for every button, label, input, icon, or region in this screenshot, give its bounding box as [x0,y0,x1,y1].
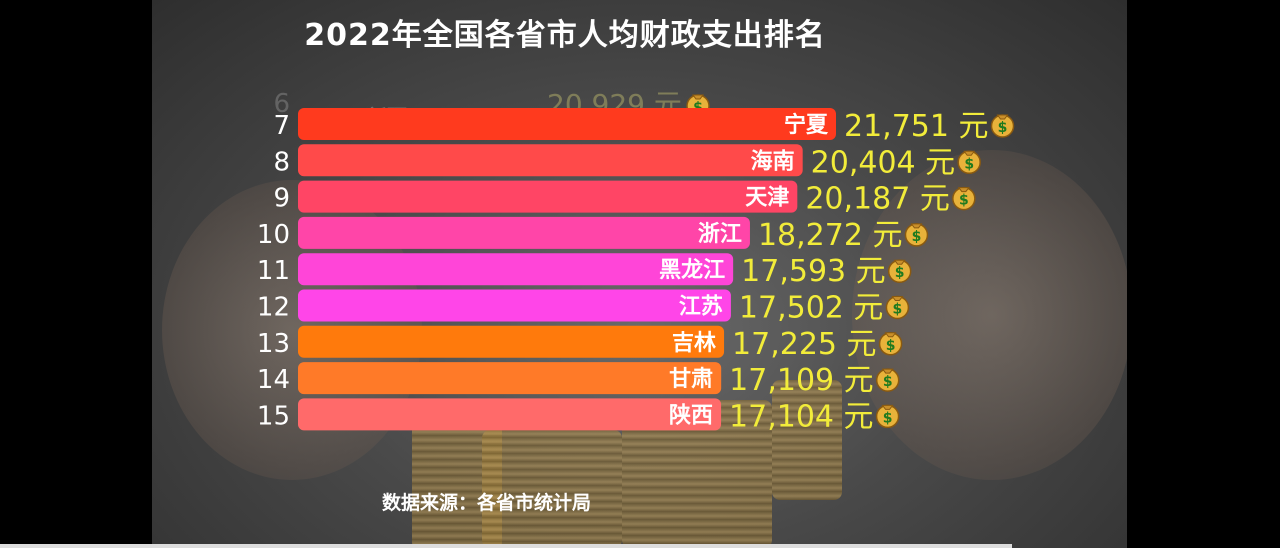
svg-text:$: $ [893,302,903,318]
bar-name-label: 宁夏 [784,112,829,138]
svg-text:$: $ [964,156,974,172]
rank-number: 15 [257,401,290,431]
bar-name-label: 江苏 [679,294,723,320]
rank-number: 8 [273,147,290,177]
money-bag-icon: $ [887,259,912,283]
svg-text:$: $ [998,120,1008,136]
bar-value-label: 17,104 元 [729,399,874,434]
bar-value-label: 17,225 元 [732,327,877,362]
bar-name-label: 陕西 [669,403,713,428]
bar-name-label: 黑龙江 [659,258,725,283]
bar-value-label: 17,502 元 [739,291,884,326]
rank-number: 13 [257,329,290,359]
svg-text:$: $ [883,410,893,426]
money-bag-icon: $ [904,223,929,247]
bar [298,144,803,177]
rank-number: 11 [257,256,290,286]
bar-value-label: 20,187 元 [805,182,950,217]
bar-name-label: 吉林 [672,330,716,356]
rank-number: 12 [257,293,290,323]
rank-number: 14 [257,365,290,395]
svg-text:$: $ [883,374,893,390]
bar [298,253,734,286]
rank-number: 10 [257,220,290,250]
money-bag-icon: $ [875,368,900,392]
bar [298,216,750,249]
bar [298,398,722,431]
money-bag-icon: $ [878,332,903,356]
bar [298,289,731,322]
money-bag-icon: $ [875,404,900,429]
svg-text:$: $ [895,265,905,281]
rank-number: 6 [273,89,290,119]
bar-name-label: 浙江 [698,222,742,247]
svg-text:$: $ [886,338,896,354]
bar-value-label: 21,751 元 [844,109,989,144]
money-bag-icon: $ [885,295,910,320]
progress-line [0,544,1012,548]
bar-value-label: 17,109 元 [729,363,874,398]
chart-title: 2022年全国各省市人均财政支出排名 [304,18,826,53]
money-bag-icon: $ [957,150,981,175]
bar-value-label: 17,593 元 [741,254,886,289]
data-source-note: 数据来源：各省市统计局 [382,492,592,514]
bar-value-label: 20,404 元 [811,145,956,180]
bar [298,180,798,213]
coin-stack-image [482,430,622,548]
money-bag-icon: $ [990,114,1015,138]
svg-text:$: $ [912,229,922,245]
bar-name-label: 甘肃 [669,366,713,392]
bar-name-label: 海南 [751,148,795,174]
bar-name-label: 天津 [745,185,789,211]
bar [298,108,836,140]
svg-text:$: $ [959,193,969,209]
money-bag-icon: $ [952,186,976,211]
rank-number: 9 [273,184,290,214]
rank-number: 7 [273,111,290,141]
coin-stack-image [772,380,842,500]
bar-value-label: 18,272 元 [758,218,903,253]
bar [298,362,722,395]
bar [298,325,725,358]
